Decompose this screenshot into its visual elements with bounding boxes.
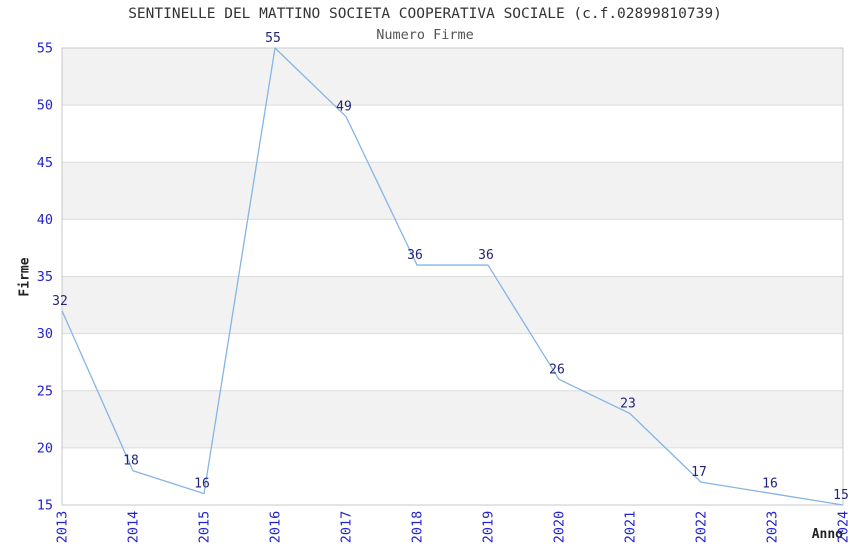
data-series-line xyxy=(61,47,844,506)
x-tick-label: 2024 xyxy=(836,511,850,544)
x-tick-label: 2016 xyxy=(268,511,284,544)
x-tick-label: 2021 xyxy=(623,511,639,544)
y-tick-label: 50 xyxy=(37,98,53,114)
data-point-label: 49 xyxy=(336,100,352,115)
x-tick-label: 2015 xyxy=(197,511,213,544)
chart-subtitle: Numero Firme xyxy=(376,27,474,43)
x-tick-label: 2013 xyxy=(55,511,71,544)
y-tick-label: 45 xyxy=(37,155,53,171)
data-point-label: 18 xyxy=(123,454,139,469)
y-tick-label: 55 xyxy=(37,41,53,57)
y-tick-label: 25 xyxy=(37,383,53,399)
x-tick-label: 2023 xyxy=(765,511,781,544)
x-tick-label: 2018 xyxy=(410,511,426,544)
y-tick-label: 15 xyxy=(37,498,53,514)
data-point-label: 23 xyxy=(620,397,636,412)
data-point-label: 16 xyxy=(762,477,778,492)
data-point-label: 16 xyxy=(194,477,210,492)
x-tick-label: 2020 xyxy=(552,511,568,544)
y-tick-label: 30 xyxy=(37,326,53,342)
band-stripe xyxy=(62,276,843,334)
data-point-label: 17 xyxy=(691,465,707,480)
y-tick-label: 35 xyxy=(37,269,53,285)
chart-title: SENTINELLE DEL MATTINO SOCIETA COOPERATI… xyxy=(128,6,722,22)
x-axis-label: Anno xyxy=(811,527,843,542)
data-point-label: 36 xyxy=(478,248,494,263)
plot-border xyxy=(61,47,844,506)
x-tick-label: 2017 xyxy=(339,511,355,544)
band-stripe xyxy=(62,48,843,106)
data-point-label: 55 xyxy=(265,31,281,46)
y-tick-label: 40 xyxy=(37,212,53,228)
x-tick-label: 2022 xyxy=(694,511,710,544)
data-point-label: 32 xyxy=(52,294,68,309)
x-tick-label: 2014 xyxy=(126,511,142,544)
data-point-label: 15 xyxy=(833,488,849,503)
y-tick-label: 20 xyxy=(37,440,53,456)
data-point-label: 26 xyxy=(549,362,565,377)
x-tick-label: 2019 xyxy=(481,511,497,544)
band-stripe xyxy=(62,390,843,448)
data-point-label: 36 xyxy=(407,248,423,263)
band-stripe xyxy=(62,162,843,220)
